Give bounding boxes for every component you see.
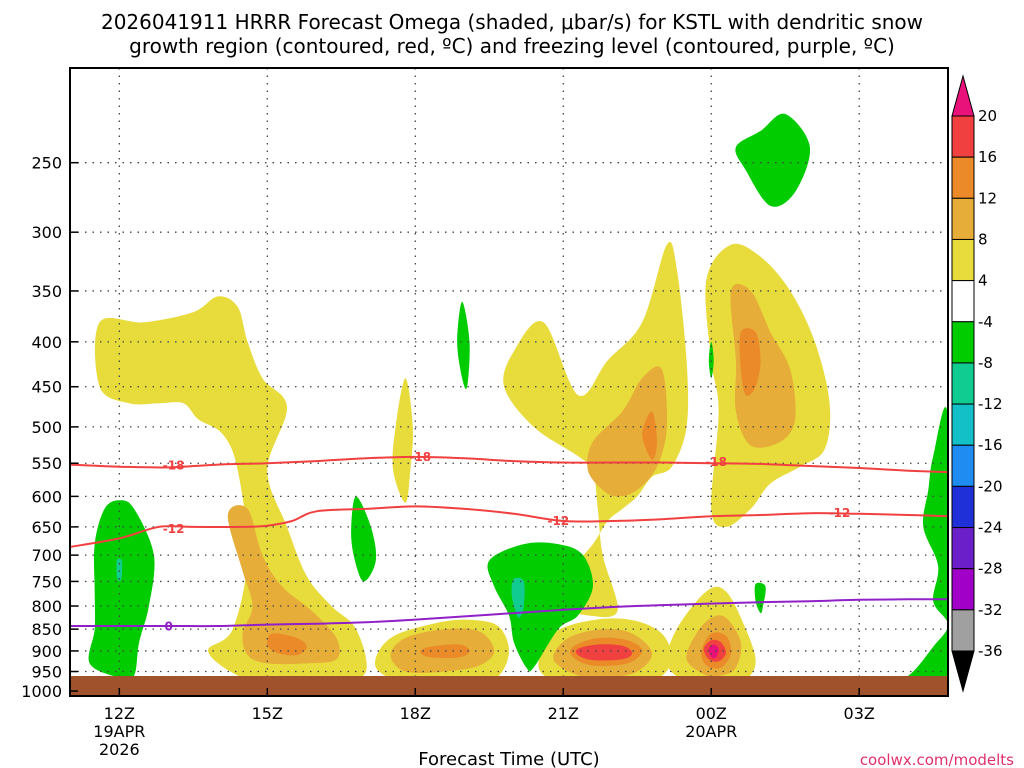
x-tick-date-00Z: 20APR <box>685 722 737 741</box>
omega-region-26 <box>487 542 593 672</box>
colorbar-tick-8: 8 <box>978 230 988 248</box>
x-tick-label-21Z: 21Z <box>548 704 579 723</box>
temp-minus12-label-1: -12 <box>547 514 569 528</box>
x-tick-label-03Z: 03Z <box>844 704 875 723</box>
omega-region-0 <box>94 296 367 686</box>
omega-region-19 <box>575 644 633 661</box>
colorbar-tick--4: -4 <box>978 313 993 331</box>
x-axis-label: Forecast Time (UTC) <box>418 749 599 768</box>
omega-region-24 <box>351 496 377 582</box>
y-tick-label-700: 700 <box>31 546 62 565</box>
omega-region-5 <box>503 241 689 618</box>
chart-title-line-2: growth region (contoured, red, ºC) and f… <box>129 34 895 58</box>
omega-region-2 <box>392 378 413 503</box>
colorbar-bin-8-to-12 <box>951 197 975 240</box>
omega-region-29 <box>754 582 766 614</box>
y-tick-label-400: 400 <box>31 333 62 352</box>
omega-region-21 <box>708 644 719 659</box>
x-tick-label-18Z: 18Z <box>400 704 431 723</box>
omega-region-13 <box>267 633 307 656</box>
colorbar-tick-20: 20 <box>978 107 997 125</box>
colorbar-bin--24-to--20 <box>951 485 975 529</box>
freezing-level-label-0: 0 <box>164 619 172 633</box>
y-tick-label-350: 350 <box>31 282 62 301</box>
ground-surface <box>70 676 948 696</box>
x-tick-year-12Z: 2026 <box>99 740 140 759</box>
colorbar-tick--8: -8 <box>978 354 993 372</box>
omega-region-23 <box>116 558 123 582</box>
plot-frame <box>69 67 949 697</box>
y-tick-label-850: 850 <box>31 620 62 639</box>
temp-minus12-contour <box>70 505 948 548</box>
temp-minus18-contour <box>70 455 948 474</box>
colorbar-tick--16: -16 <box>978 436 1003 454</box>
y-tick-label-900: 900 <box>31 642 62 661</box>
omega-region-28 <box>708 341 714 379</box>
y-tick-label-450: 450 <box>31 378 62 397</box>
y-tick-label-500: 500 <box>31 418 62 437</box>
colorbar-tick--12: -12 <box>978 395 1003 413</box>
omega-region-17 <box>739 328 761 396</box>
omega-region-30 <box>735 113 811 207</box>
y-axis: 250 300 350 400 450 500 550 600 650 700 750 800 850 9… <box>21 154 78 701</box>
y-tick-label-550: 550 <box>31 454 62 473</box>
y-tick-label-800: 800 <box>31 597 62 616</box>
omega-region-14 <box>420 644 470 658</box>
colorbar-bin--16-to--12 <box>951 403 975 446</box>
temp-minus12-label-0: -12 <box>163 522 185 536</box>
colorbar-tick-4: 4 <box>978 272 988 290</box>
temp-minus18-label-1: -18 <box>409 450 431 464</box>
colorbar-lower-arrow <box>951 650 975 693</box>
y-tick-label-300: 300 <box>31 223 62 242</box>
chart-title-line-1: 2026041911 HRRR Forecast Omega (shaded, … <box>101 10 923 34</box>
colorbar-tick--20: -20 <box>978 477 1003 495</box>
x-tick-label-15Z: 15Z <box>252 704 283 723</box>
colorbar-bin-16-to-20 <box>951 115 975 158</box>
temp-minus18-label-0: -18 <box>163 458 185 472</box>
colorbar-tick--24: -24 <box>978 519 1003 537</box>
colorbar-bin--28-to--24 <box>951 527 975 570</box>
omega-region-11 <box>587 366 668 497</box>
colorbar-tick-12: 12 <box>978 189 997 207</box>
x-tick-label-12Z: 12Z <box>104 704 135 723</box>
colorbar-bin-4-to-8 <box>951 238 975 282</box>
freezing-level-contour <box>70 598 948 628</box>
x-tick-date-12Z: 19APR <box>93 722 145 741</box>
colorbar-tick--28: -28 <box>978 560 1003 578</box>
colorbar-upper-arrow <box>951 74 975 117</box>
colorbar-bin--8-to--4 <box>951 321 975 364</box>
contour-layer: -18 -18 -18 -12 -12 -12 0 <box>70 450 948 633</box>
colorbar-tick--32: -32 <box>978 601 1003 619</box>
colorbar-tick-16: 16 <box>978 148 997 166</box>
colorbar: 20 16 12 8 4 -4 -8 -12 -16 -20 -24 -28 -32 -36 <box>951 74 1003 693</box>
omega-region-22 <box>88 500 155 680</box>
y-tick-label-600: 600 <box>31 487 62 506</box>
colorbar-bin-12-to-16 <box>951 156 975 199</box>
colorbar-bin--32-to--28 <box>951 568 975 611</box>
omega-region-31 <box>812 407 948 696</box>
omega-region-12 <box>730 283 796 448</box>
temp-minus18-label-2: -18 <box>705 455 727 469</box>
omega-region-18 <box>642 411 657 460</box>
plot-area: -18 -18 -18 -12 -12 -12 0 <box>70 68 948 696</box>
colorbar-bin--4-to-4 <box>951 280 975 323</box>
y-tick-label-750: 750 <box>31 572 62 591</box>
credit-link[interactable]: coolwx.com/modelts <box>860 751 1014 768</box>
x-tick-label-00Z: 00Z <box>696 704 727 723</box>
y-tick-label-250: 250 <box>31 154 62 173</box>
y-tick-label-1000: 1000 <box>21 682 62 701</box>
y-tick-label-650: 650 <box>31 518 62 537</box>
y-tick-label-950: 950 <box>31 663 62 682</box>
colorbar-bin--20-to--16 <box>951 444 975 487</box>
omega-region-27 <box>511 577 525 618</box>
colorbar-bin--12-to--8 <box>951 362 975 405</box>
temp-minus12-label-2: -12 <box>829 506 851 520</box>
omega-region-25 <box>457 301 470 389</box>
colorbar-bin--36-to--32 <box>951 609 975 652</box>
colorbar-tick--36: -36 <box>978 642 1003 660</box>
